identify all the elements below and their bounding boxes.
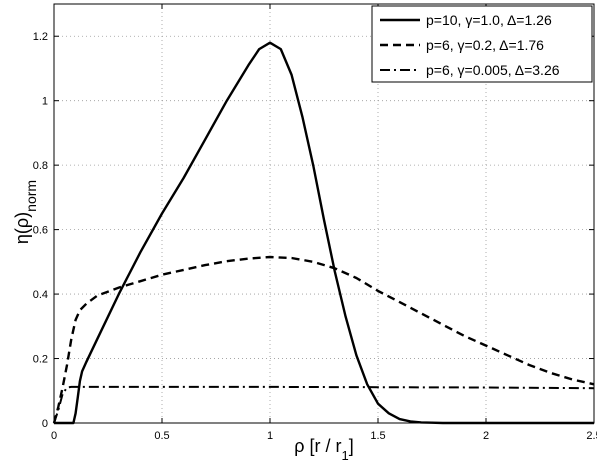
series-line-2 (52, 255, 595, 424)
y-tick-label: 0.6 (33, 225, 48, 237)
x-tick-label: 1.5 (370, 430, 385, 442)
legend: p=10, γ=1.0, Δ=1.26 p=6, γ=0.2, Δ=1.76 p… (371, 5, 593, 83)
axis-ticks: 0 0.5 1 1.5 2 2.5 0 0.2 0.4 0.6 0.8 1 1.2 (33, 4, 597, 442)
series-line-3 (53, 385, 595, 424)
legend-label-2: p=6, γ=0.2, Δ=1.76 (426, 37, 544, 53)
x-axis-label: ρ [r / r1] (294, 436, 353, 460)
x-tick-label: 0 (51, 430, 57, 442)
y-tick-label: 0.2 (33, 354, 48, 366)
x-tick-label: 0.5 (154, 430, 169, 442)
x-axis-label-end: ] (349, 436, 354, 456)
y-axis-label: η(ρ)norm (12, 180, 39, 244)
x-tick-label: 2.5 (586, 430, 597, 442)
y-tick-label: 0.8 (33, 160, 48, 172)
y-tick-label: 0.4 (33, 289, 48, 301)
legend-label-3: p=6, γ=0.005, Δ=3.26 (426, 62, 560, 78)
y-tick-label: 1 (42, 96, 48, 108)
series-line-1 (54, 41, 594, 425)
plot-frame (53, 3, 595, 424)
x-tick-label: 1 (267, 430, 273, 442)
y-axis-label-sub: norm (23, 180, 39, 212)
y-tick-label: 1.2 (33, 31, 48, 43)
x-axis-label-sub: 1 (341, 448, 348, 460)
legend-label-1: p=10, γ=1.0, Δ=1.26 (426, 12, 552, 28)
series-layer (52, 41, 595, 425)
y-tick-label: 0 (42, 418, 48, 430)
y-axis-label-main: η(ρ) (12, 212, 32, 244)
x-tick-label: 2 (483, 430, 489, 442)
x-axis-label-main: ρ [r / r (294, 436, 341, 456)
